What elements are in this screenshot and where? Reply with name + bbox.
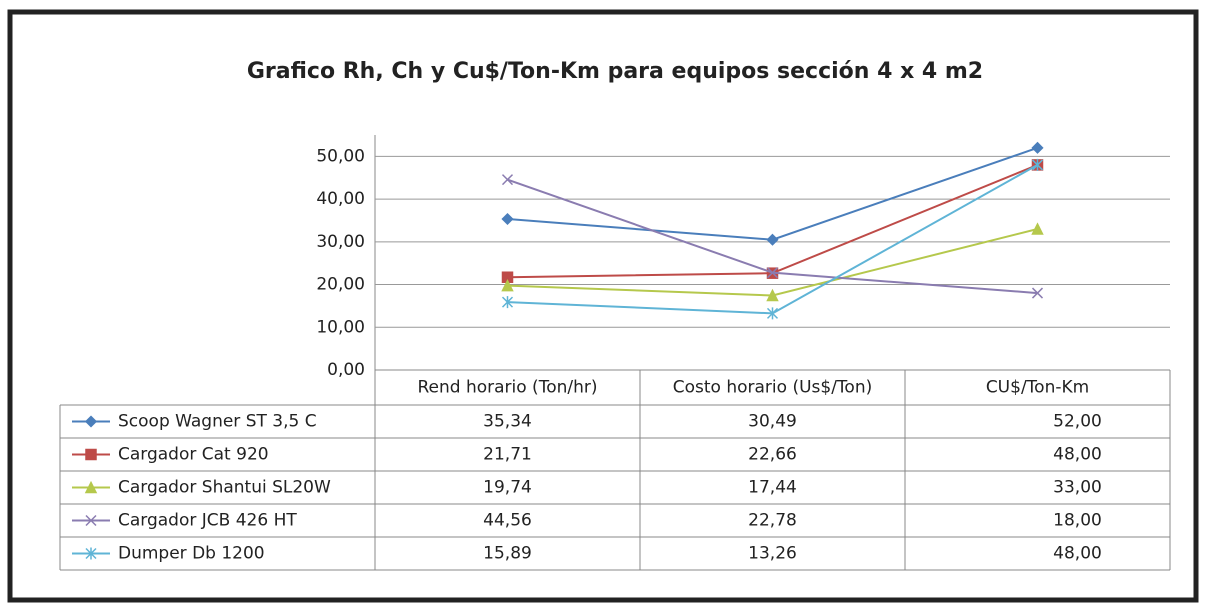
y-tick-label: 0,00 <box>327 360 365 380</box>
table-value: 22,66 <box>748 445 797 465</box>
y-tick-label: 50,00 <box>316 146 365 166</box>
data-point <box>501 296 514 309</box>
y-tick-label: 20,00 <box>316 275 365 295</box>
data-point <box>1031 141 1044 154</box>
data-point <box>766 267 779 279</box>
legend-label: Cargador JCB 426 HT <box>118 511 297 531</box>
legend-label: Scoop Wagner ST 3,5 C <box>118 412 317 432</box>
y-tick-label: 10,00 <box>316 317 365 337</box>
x-category-label: CU$/Ton-Km <box>986 378 1089 398</box>
legend-marker <box>85 514 97 527</box>
legend-marker <box>84 415 98 428</box>
table-value: 13,26 <box>748 544 797 564</box>
table-value: 19,74 <box>483 478 532 498</box>
table-value: 21,71 <box>483 445 532 465</box>
table-value: 22,78 <box>748 511 797 531</box>
data-point <box>766 288 779 302</box>
table-value: 15,89 <box>483 544 532 564</box>
legend-marker <box>85 547 97 560</box>
table-value: 44,56 <box>483 511 532 531</box>
table-value: 30,49 <box>748 412 797 432</box>
table-value: 48,00 <box>1053 445 1102 465</box>
data-point <box>501 174 514 186</box>
table-value: 17,44 <box>748 478 797 498</box>
table-value: 33,00 <box>1053 478 1102 498</box>
data-point <box>766 307 779 320</box>
data-point <box>1031 158 1044 171</box>
x-category-label: Rend horario (Ton/hr) <box>417 378 597 398</box>
table-value: 35,34 <box>483 412 532 432</box>
table-value: 18,00 <box>1053 511 1102 531</box>
y-tick-label: 40,00 <box>316 189 365 209</box>
legend-label: Cargador Cat 920 <box>118 445 269 465</box>
table-value: 52,00 <box>1053 412 1102 432</box>
data-point <box>1031 287 1044 299</box>
legend-label: Dumper Db 1200 <box>118 544 265 564</box>
data-point <box>766 233 779 246</box>
data-point <box>501 278 514 292</box>
legend-marker <box>85 448 97 461</box>
x-category-label: Costo horario (Us$/Ton) <box>673 378 872 398</box>
chart-title: Grafico Rh, Ch y Cu$/Ton-Km para equipos… <box>247 59 983 84</box>
data-point <box>1031 222 1044 235</box>
legend-marker <box>84 480 98 494</box>
table-value: 48,00 <box>1053 544 1102 564</box>
data-point <box>501 212 514 226</box>
y-tick-label: 30,00 <box>316 232 365 252</box>
legend-label: Cargador Shantui SL20W <box>118 478 331 498</box>
